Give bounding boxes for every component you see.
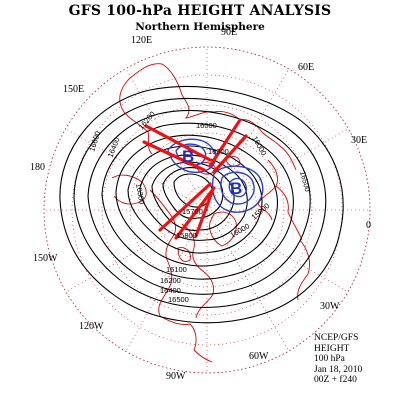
info-run: 00Z + f240	[314, 375, 357, 385]
low-center-marker: B	[230, 179, 242, 198]
lon-label-60e: 60E	[298, 62, 315, 73]
contour-label: 16600	[87, 130, 102, 153]
contour-label: 15800	[176, 231, 197, 240]
lon-label-120e: 120E	[131, 35, 153, 46]
info-field: HEIGHT	[314, 343, 350, 354]
lon-label-0: 0	[366, 220, 371, 231]
contour-label: 16500	[298, 170, 312, 192]
contour-label: 16400	[106, 136, 122, 159]
low-center-marker: B	[182, 147, 194, 166]
contour-label: 16000	[196, 121, 217, 130]
contour-label: 16000	[250, 135, 268, 158]
low-centers: B B	[182, 147, 242, 198]
contour-label: 16500	[168, 295, 189, 304]
lon-label-120w: 120W	[79, 321, 104, 332]
contour-label: 16400	[160, 286, 181, 295]
lon-label-90w: 90W	[166, 371, 186, 382]
wind-arrows	[142, 118, 248, 240]
contour-label: 16100	[166, 265, 187, 274]
map-title: GFS 100-hPa HEIGHT ANALYSIS	[68, 3, 332, 19]
info-date: Jan 18, 2010	[314, 364, 363, 375]
contour-label: 15900	[250, 201, 272, 221]
lon-label-150w: 150W	[33, 253, 58, 264]
info-block: NCEP/GFS HEIGHT 100 hPa Jan 18, 2010 00Z…	[314, 333, 362, 386]
contour-label: 16300	[134, 183, 146, 205]
lon-label-90e: 90E	[221, 27, 238, 38]
map-subtitle: Northern Hemisphere	[135, 21, 265, 33]
lon-label-150e: 150E	[63, 84, 85, 95]
height-contours	[59, 85, 344, 324]
info-source: NCEP/GFS	[314, 333, 359, 343]
contour-label: 15700	[182, 207, 203, 216]
map-boundary	[43, 46, 371, 374]
lon-label-30e: 30E	[351, 135, 368, 146]
lon-label-30w: 30W	[320, 301, 340, 312]
lon-label-180: 180	[30, 162, 45, 173]
lon-label-60w: 60W	[249, 351, 269, 362]
contour-label: 16200	[160, 276, 181, 285]
contour-label: 16300	[208, 147, 229, 156]
info-level: 100 hPa	[314, 354, 345, 364]
map-content	[44, 47, 370, 373]
